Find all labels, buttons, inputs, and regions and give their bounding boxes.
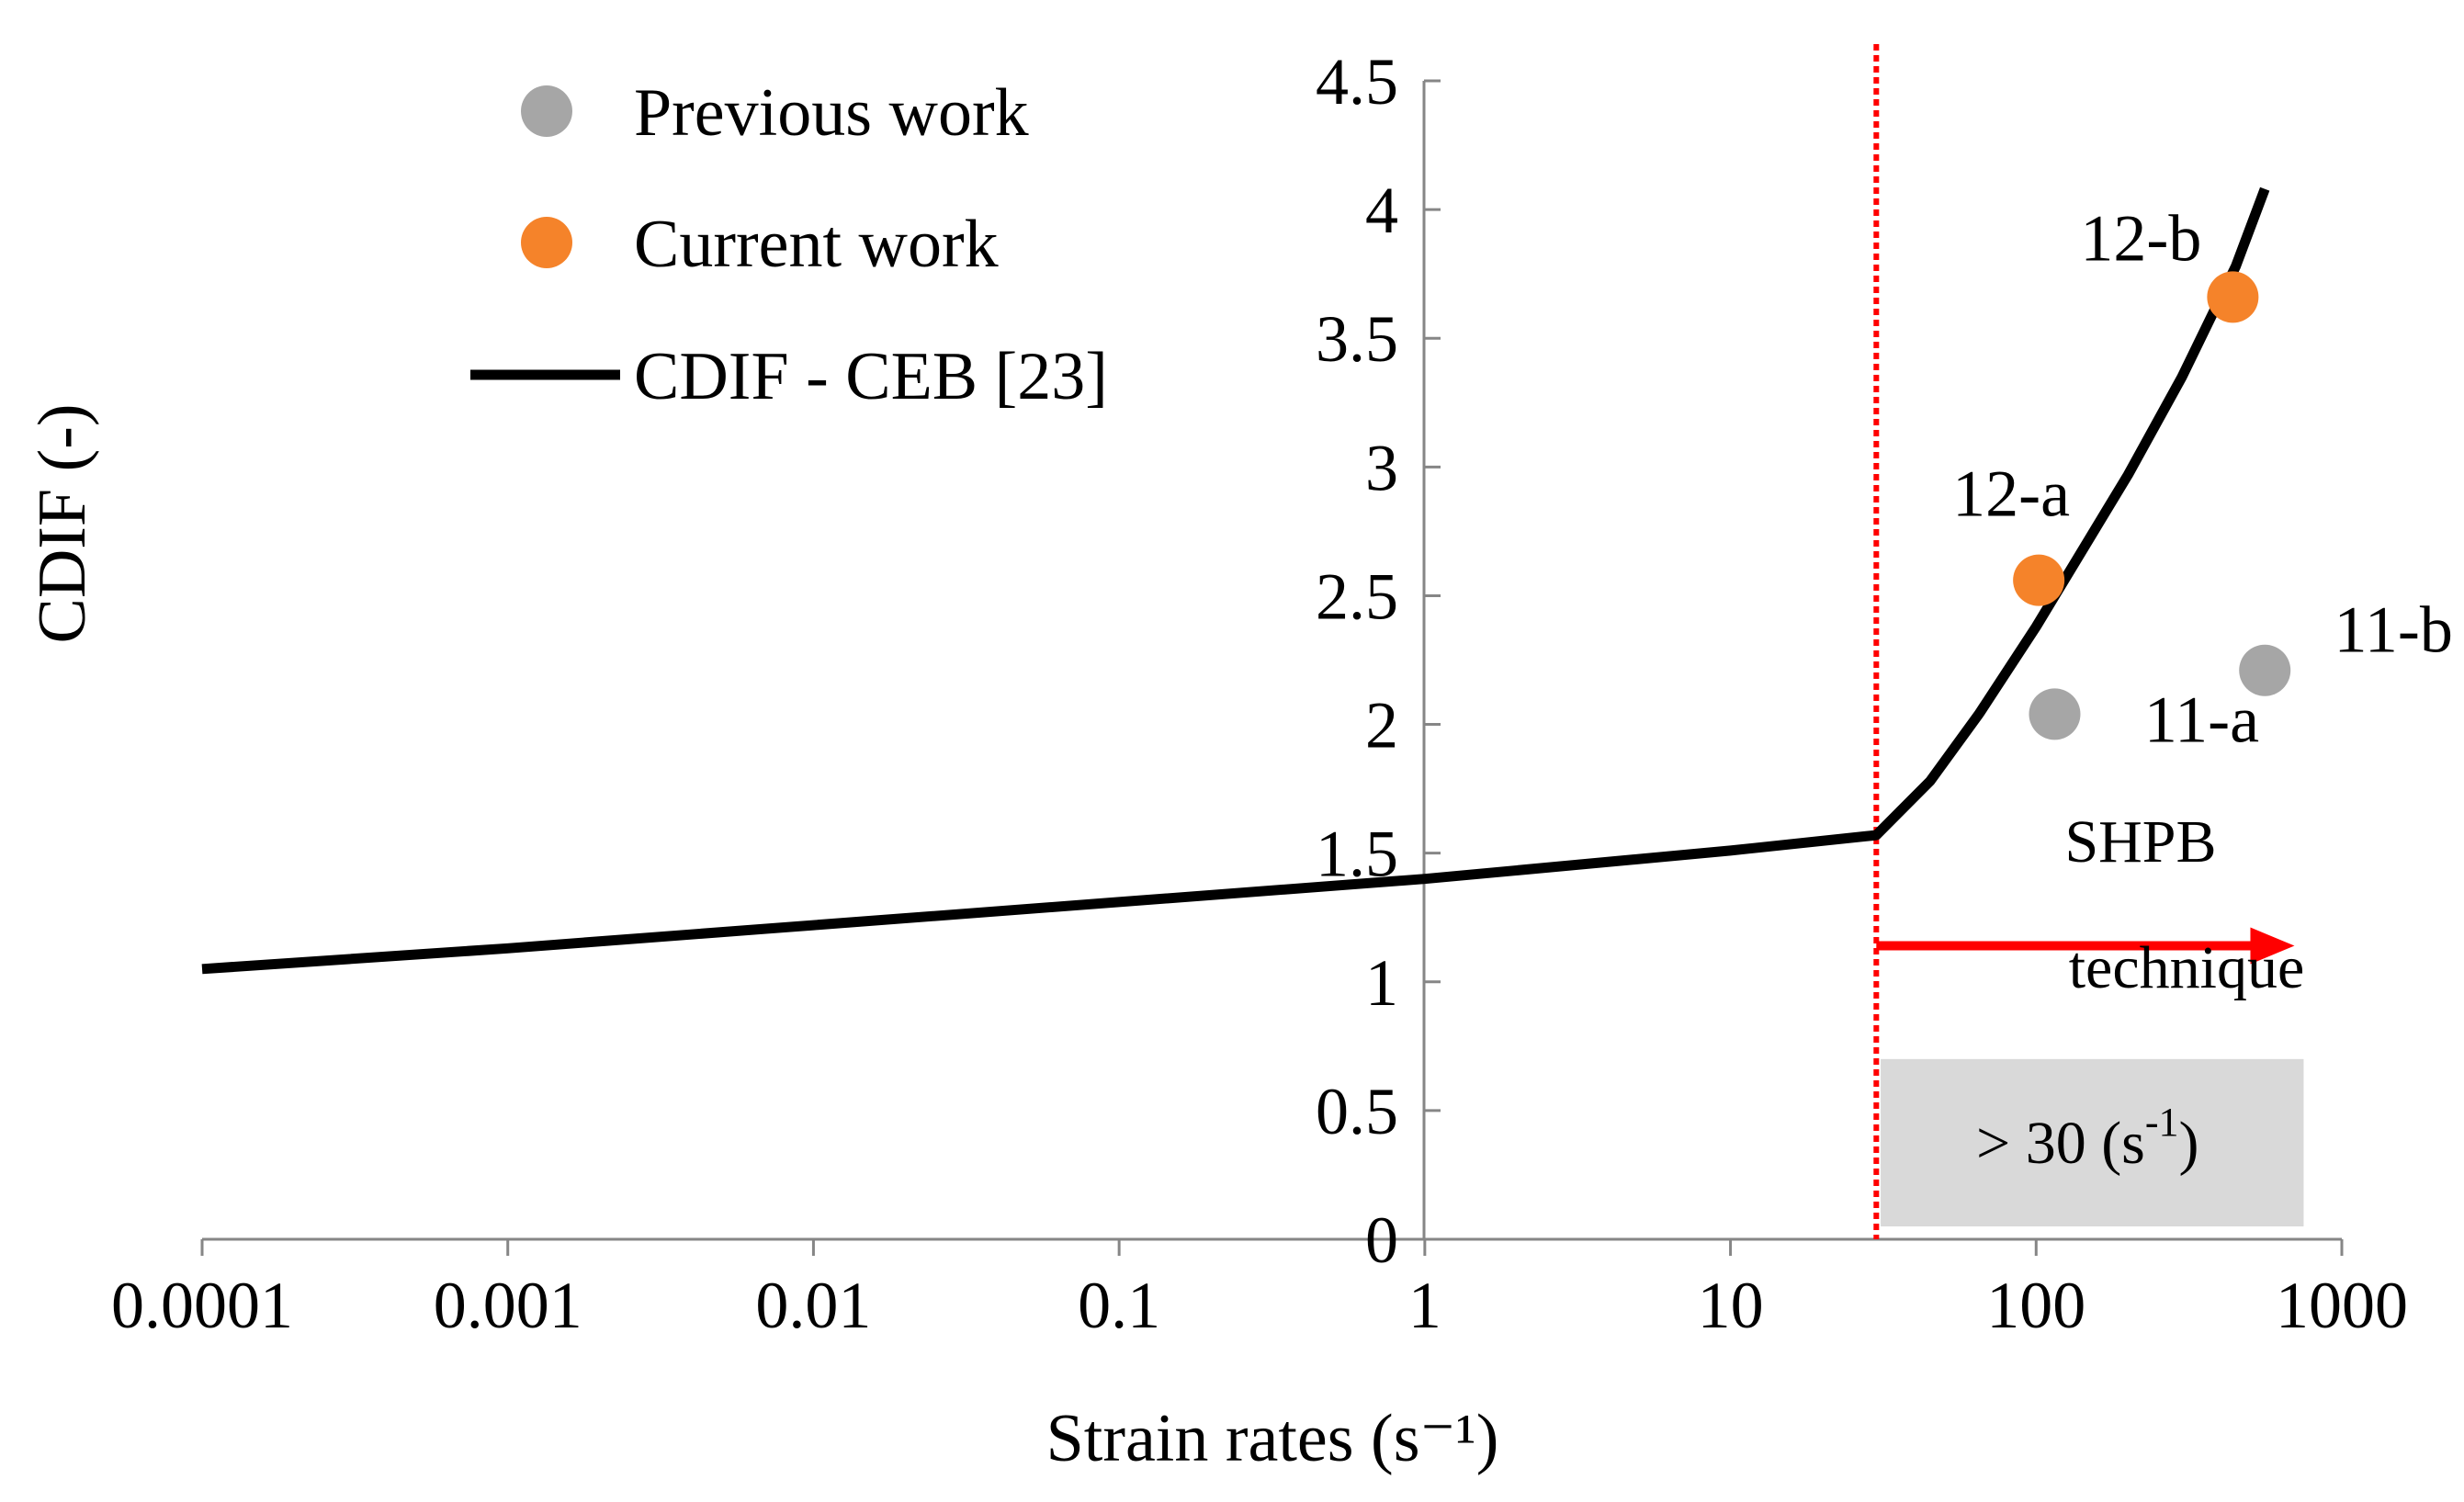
- range-box: [1881, 1058, 2304, 1226]
- point-12-b: [2207, 271, 2259, 323]
- y-tick-label: 2.5: [1316, 559, 1398, 633]
- y-tick-label: 0.5: [1316, 1075, 1398, 1148]
- method-label-line2: technique: [2069, 934, 2305, 1001]
- point-label-11-a: 11-a: [2144, 683, 2259, 756]
- point-11-b: [2239, 644, 2291, 696]
- x-tick-label: 0.001: [434, 1269, 582, 1342]
- x-tick-label: 0.01: [755, 1269, 871, 1342]
- arrow-head: [2250, 927, 2295, 965]
- y-tick-label: 4.5: [1316, 45, 1398, 119]
- legend-label: CDIF - CEB [23]: [634, 339, 1108, 414]
- y-tick-label: 2: [1365, 689, 1398, 762]
- x-tick-label: 10: [1698, 1269, 1764, 1342]
- x-tick-label: 100: [1986, 1269, 2085, 1342]
- method-arrow: [1876, 927, 2295, 965]
- x-axis: 0.0001 0.001 0.01 0.1 1 10 100 1000: [111, 1237, 2408, 1342]
- y-tick-label: 0: [1365, 1203, 1398, 1277]
- x-tick-label: 0.0001: [111, 1269, 293, 1342]
- point-label-12-b: 12-b: [2080, 201, 2201, 275]
- y-axis-title: CDIF (-): [25, 403, 100, 643]
- point-12-a: [2013, 554, 2065, 606]
- legend-label: Previous work: [634, 75, 1029, 151]
- x-tick-label: 0.1: [1078, 1269, 1160, 1342]
- cdif-ceb-line: [201, 186, 2270, 975]
- legend-marker: [521, 85, 572, 137]
- point-label-12-a: 12-a: [1952, 457, 2070, 531]
- y-tick-label: 3: [1365, 431, 1398, 504]
- method-label-line1: SHPB: [2064, 808, 2216, 875]
- legend-label: Current work: [634, 207, 999, 282]
- y-tick-label: 1: [1365, 946, 1398, 1020]
- x-tick-label: 1000: [2276, 1269, 2408, 1342]
- point-label-11-b: 11-b: [2334, 593, 2453, 667]
- point-11-a: [2029, 688, 2081, 740]
- y-tick-label: 4: [1365, 174, 1398, 247]
- range-label: > 30 (s-1): [1976, 1100, 2199, 1177]
- y-tick-label: 3.5: [1316, 302, 1398, 376]
- data-points: 11-a 11-b 12-a 12-b: [1952, 201, 2453, 756]
- x-tick-label: 1: [1408, 1269, 1441, 1342]
- x-axis-title: Strain rates (s⁻¹): [1046, 1401, 1499, 1476]
- legend: Previous work Current work CDIF - CEB [23]: [470, 75, 1108, 414]
- y-axis: 00.511.522.533.544.5: [1316, 45, 1441, 1277]
- legend-marker: [521, 217, 572, 268]
